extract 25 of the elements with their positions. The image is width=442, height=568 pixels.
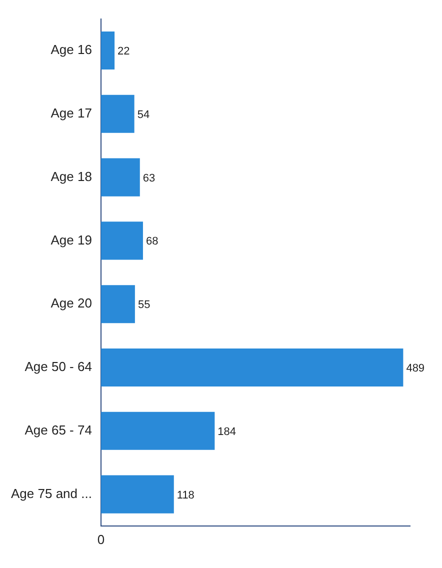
data-label: 22 [118,46,130,58]
data-label: 184 [218,426,236,438]
y-tick-label: Age 19 [50,232,92,248]
y-tick-label: Age 65 - 74 [24,422,92,438]
text: 0 [97,532,105,548]
y-tick-label: Age 20 [50,296,92,311]
y-tick-label: Age 50 - 64 [24,359,92,374]
bar [100,285,135,324]
y-tick-label: Age 75 and ... [11,486,92,501]
data-label: 489 [406,362,425,375]
bar [100,158,140,196]
bar [100,348,404,387]
data-label: 55 [138,299,150,312]
y-tick-label: Age 18 [50,168,92,184]
data-label: 118 [176,489,194,502]
bar [100,94,134,133]
bar [100,412,215,450]
y-tick-label: Age 17 [50,105,92,120]
bar [100,475,174,514]
y-tick-label: Age 16 [50,42,92,58]
data-label: 68 [146,236,158,248]
data-label: 63 [142,172,156,184]
data-label: 54 [137,108,150,121]
bar [100,31,115,70]
bar [100,222,143,260]
